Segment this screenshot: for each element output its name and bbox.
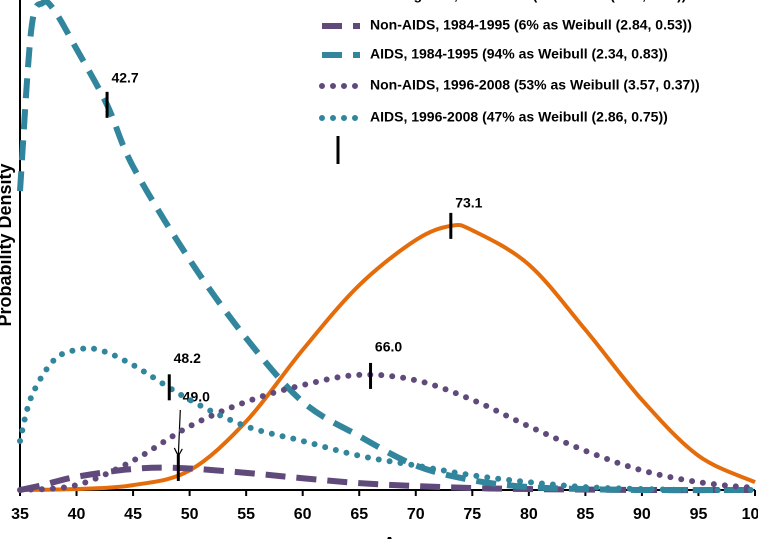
x-axis-title: Age [383,534,417,539]
median-label: 42.7 [111,70,138,86]
legend-label: AIDS, 1984-1995 (94% as Weibull (2.34, 0… [370,46,668,62]
median-label: 73.1 [455,195,482,211]
x-tick-label: 100 [742,506,758,523]
median-label: 66.0 [375,339,402,355]
legend-label: Non-AIDS, 1996-2008 (53% as Weibull (3.5… [370,77,700,93]
x-tick-label: 50 [181,506,199,523]
x-tick-label: 65 [350,506,368,523]
legend-label: HIV-negative, 1984-2008 (as Weibull (3.7… [370,0,686,3]
median-label: 49.0 [183,389,210,405]
series-line [17,371,758,493]
x-tick-label: 75 [463,506,481,523]
median-label: 48.2 [174,350,201,366]
y-axis-title: Probability Density [0,163,15,326]
x-tick-label: 40 [68,506,86,523]
legend-label: Non-AIDS, 1984-1995 (6% as Weibull (2.84… [370,17,692,33]
series-line [19,222,756,492]
x-tick-label: 85 [576,506,594,523]
series-line [17,345,758,494]
x-tick-label: 90 [633,506,651,523]
x-tick-label: 45 [124,506,142,523]
x-tick-label: 55 [237,506,255,523]
x-tick-label: 80 [520,506,538,523]
x-tick-label: 70 [407,506,425,523]
x-tick-label: 60 [294,506,312,523]
median-arrow [173,409,183,458]
legend-label: AIDS, 1996-2008 (47% as Weibull (2.86, 0… [370,109,668,125]
series-line [17,0,756,494]
x-tick-label: 95 [690,506,708,523]
series-line [19,464,756,494]
x-tick-label: 35 [11,506,29,523]
